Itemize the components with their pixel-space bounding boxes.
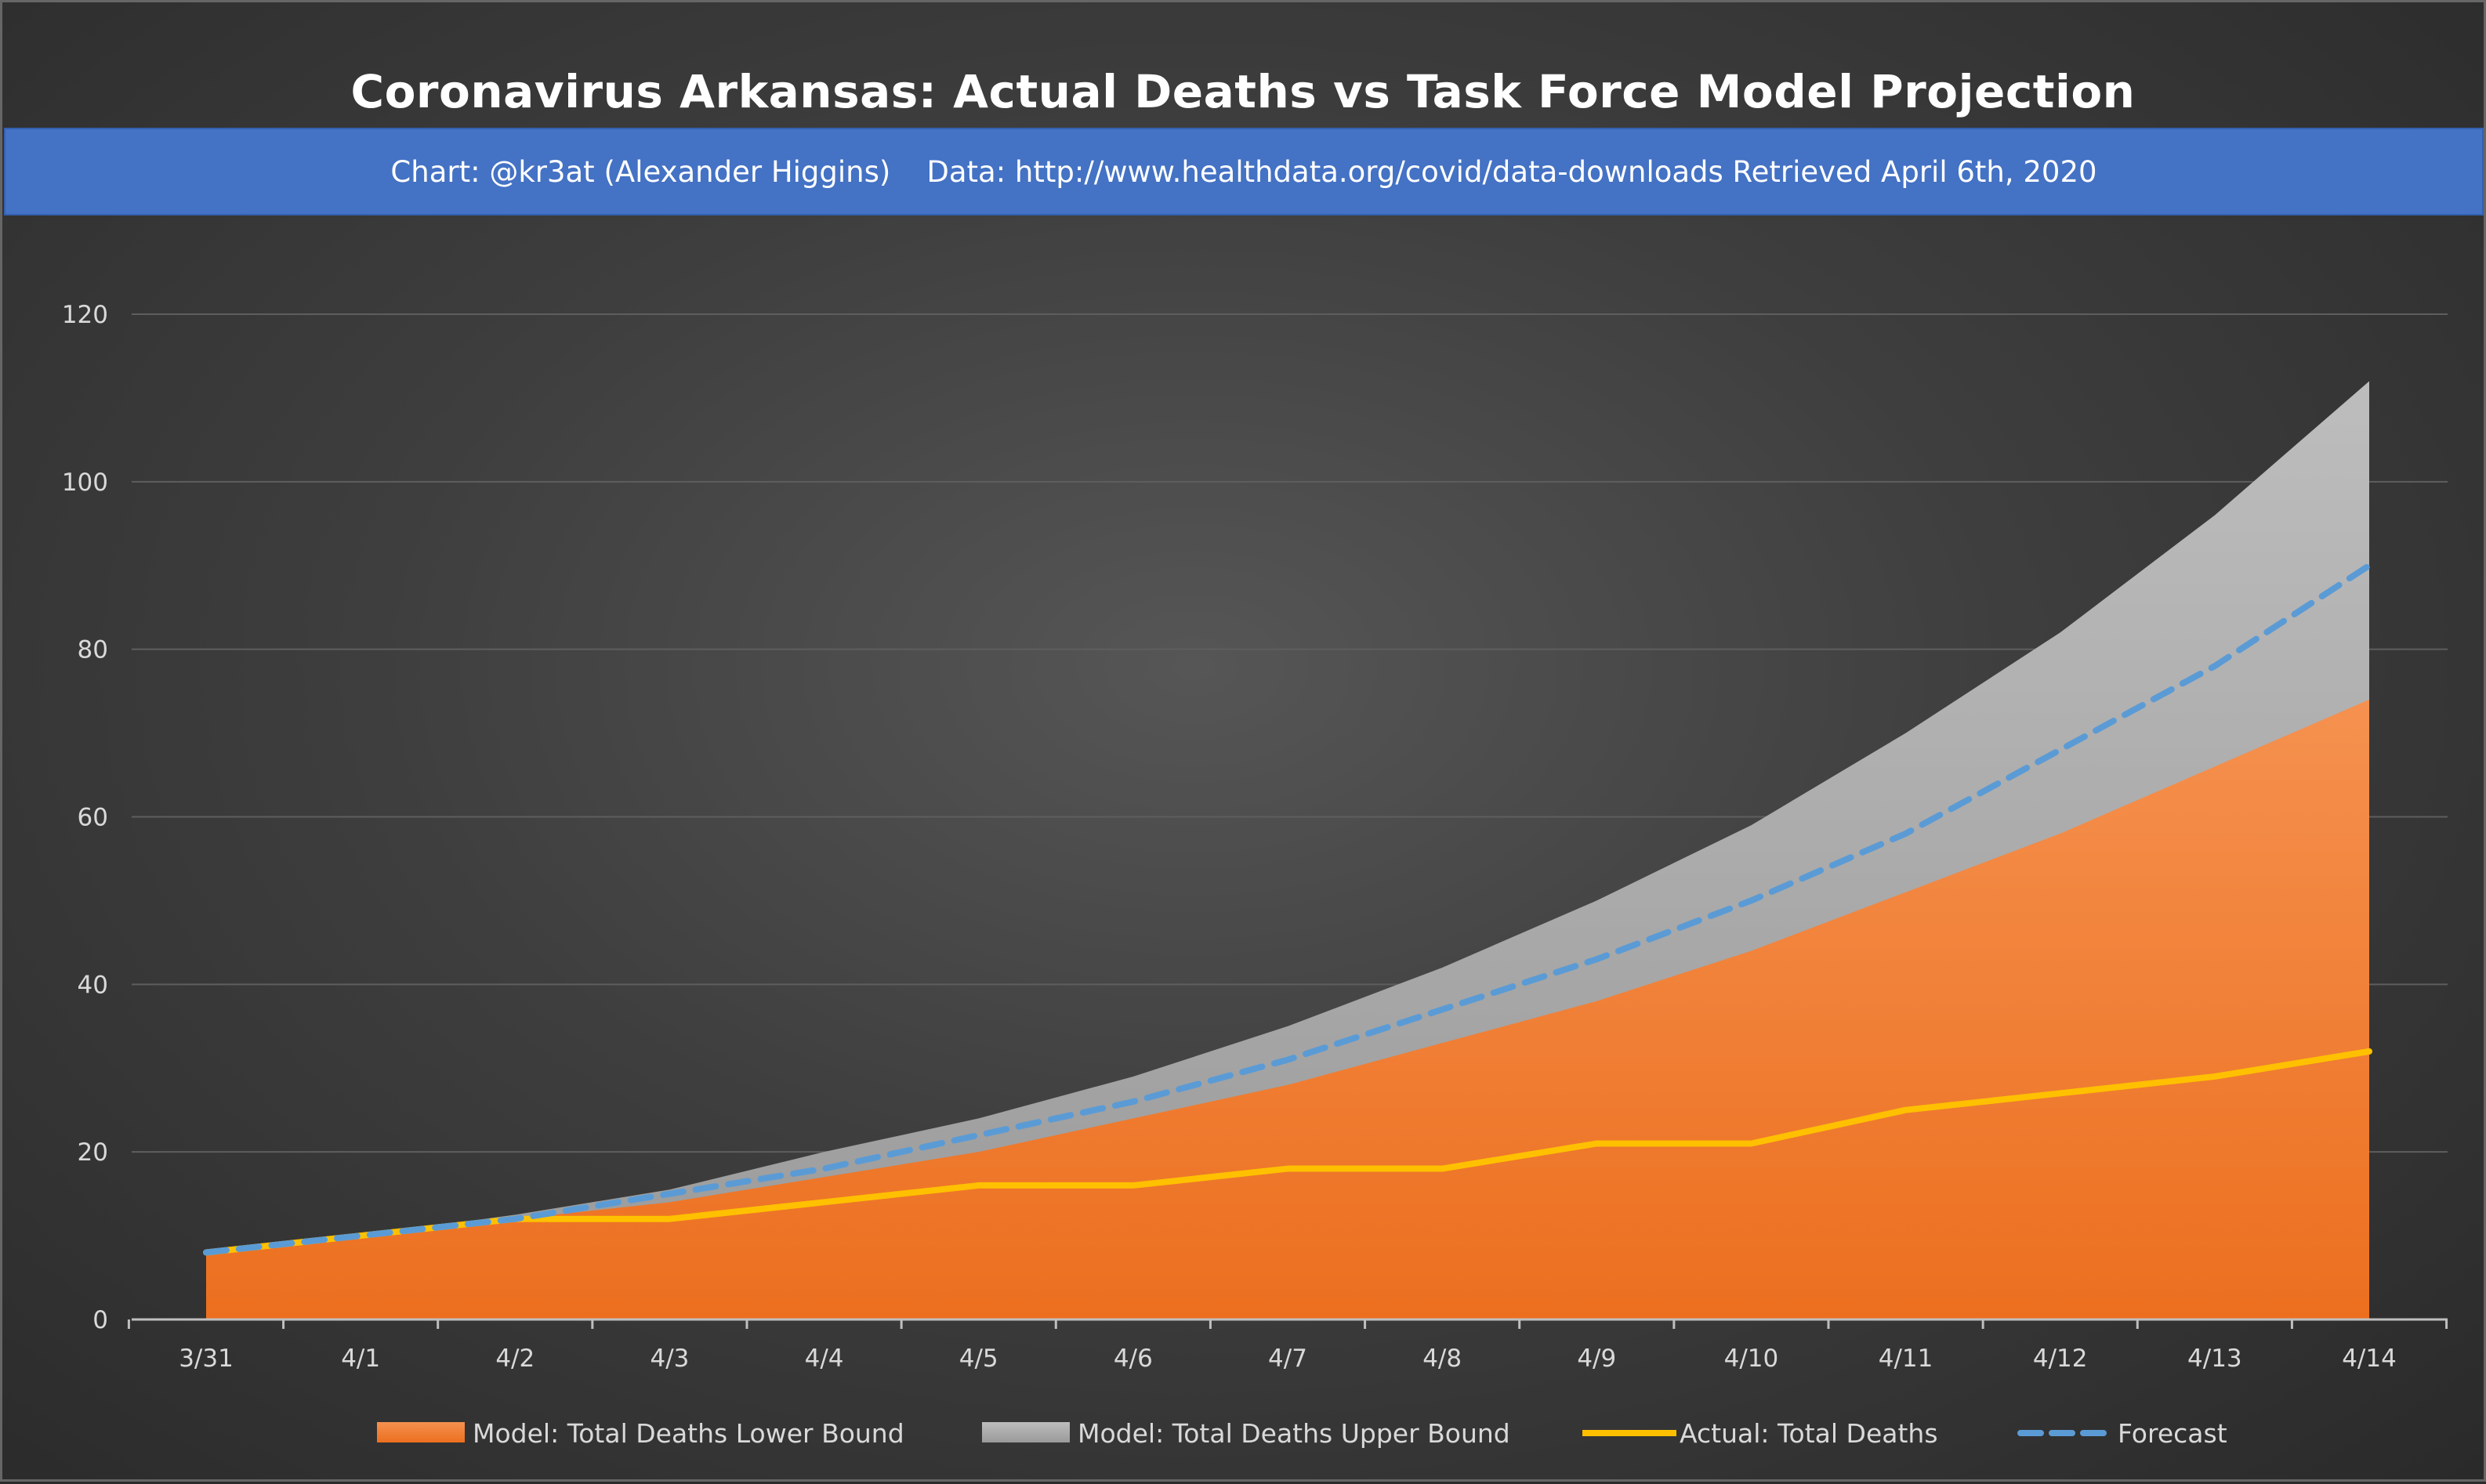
y-tick-label: 40 [78, 971, 108, 999]
x-tick-label: 4/13 [2187, 1345, 2242, 1373]
x-tick-label: 3/31 [179, 1345, 234, 1373]
x-tick-label: 4/4 [805, 1345, 844, 1373]
legend-item: Forecast [2020, 1418, 2227, 1449]
x-tick-label: 4/2 [495, 1345, 535, 1373]
x-tick-label: 4/10 [1724, 1345, 1779, 1373]
x-tick-label: 4/11 [1879, 1345, 1933, 1373]
legend-label: Forecast [2118, 1418, 2227, 1449]
legend-label: Actual: Total Deaths [1680, 1418, 1938, 1449]
legend-item: Model: Total Deaths Lower Bound [377, 1418, 904, 1449]
y-tick-label: 120 [62, 301, 108, 329]
y-tick-label: 20 [78, 1138, 108, 1167]
x-tick-label: 4/1 [341, 1345, 380, 1373]
x-tick-label: 4/14 [2342, 1345, 2397, 1373]
x-tick-label: 4/6 [1114, 1345, 1153, 1373]
legend: Model: Total Deaths Lower Bound Model: To… [377, 1418, 2227, 1449]
legend-swatch [982, 1422, 1070, 1442]
y-tick-label: 0 [92, 1306, 108, 1334]
area-series [206, 382, 2369, 1319]
x-tick-label: 4/3 [650, 1345, 689, 1373]
y-tick-label: 80 [78, 636, 108, 664]
x-tick-label: 4/8 [1422, 1345, 1462, 1373]
x-tick-label: 4/9 [1577, 1345, 1616, 1373]
x-tick-label: 4/5 [959, 1345, 998, 1373]
legend-label: Model: Total Deaths Upper Bound [1078, 1418, 1510, 1449]
y-tick-label: 100 [62, 469, 108, 497]
x-tick-label: 4/12 [2033, 1345, 2088, 1373]
y-tick-label: 60 [78, 804, 108, 832]
legend-item: Actual: Total Deaths [1582, 1418, 1938, 1449]
legend-swatch [377, 1422, 465, 1442]
x-tick-label: 4/7 [1268, 1345, 1307, 1373]
legend-label: Model: Total Deaths Lower Bound [473, 1418, 904, 1449]
legend-item: Model: Total Deaths Upper Bound [982, 1418, 1510, 1449]
